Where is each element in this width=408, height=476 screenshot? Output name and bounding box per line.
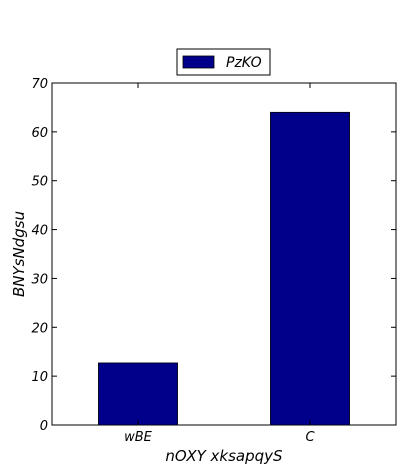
y-tick-label: 50	[31, 175, 48, 190]
legend: PzKO	[176, 48, 271, 76]
legend-swatch-pzko	[182, 55, 215, 69]
legend-label-pzko: PzKO	[226, 55, 262, 71]
x-axis-ticks: wBE C	[124, 83, 315, 445]
y-tick-label: 0	[40, 419, 48, 434]
bars-layer	[98, 111, 350, 426]
x-tick-label: wBE	[124, 430, 153, 445]
y-axis-label: BNYsNdgsu	[10, 211, 28, 297]
y-tick-label: 30	[31, 272, 48, 287]
bar-c	[270, 111, 350, 426]
x-tick-label: C	[305, 430, 315, 445]
plot-frame	[51, 82, 397, 426]
y-tick-label: 20	[31, 321, 48, 336]
x-axis-label: nOXY xksapqyS	[165, 447, 283, 465]
y-axis-ticks: 0 10 20 30 40 50 60 70	[31, 77, 396, 434]
legend-box	[176, 48, 271, 76]
bar-wbe	[98, 362, 178, 426]
y-tick-label: 10	[31, 370, 48, 385]
y-tick-label: 40	[31, 224, 48, 239]
y-tick-label: 70	[31, 77, 48, 92]
y-tick-label: 60	[31, 126, 48, 141]
